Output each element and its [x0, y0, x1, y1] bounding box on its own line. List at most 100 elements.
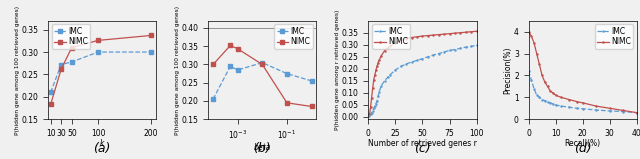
NIMC — [369, 87, 376, 89]
NIMC — [549, 92, 557, 94]
NIMC — [557, 96, 565, 98]
IMC — [47, 91, 54, 93]
Legend: IMC, NIMC: IMC, NIMC — [595, 24, 633, 49]
NIMC — [370, 79, 378, 80]
IMC — [557, 105, 565, 107]
NIMC — [386, 45, 394, 47]
IMC — [527, 79, 535, 81]
IMC — [408, 61, 415, 63]
NIMC — [543, 85, 551, 87]
IMC — [413, 59, 421, 61]
IMC — [384, 76, 392, 78]
NIMC — [378, 55, 385, 56]
IMC — [445, 50, 453, 52]
IMC — [259, 62, 266, 64]
NIMC — [147, 35, 155, 36]
IMC — [565, 106, 573, 108]
NIMC — [536, 64, 543, 66]
IMC — [368, 112, 376, 114]
NIMC — [541, 81, 548, 83]
Title: (a): (a) — [93, 142, 111, 155]
NIMC — [445, 33, 453, 35]
NIMC — [283, 102, 291, 104]
NIMC — [565, 99, 573, 100]
NIMC — [68, 47, 76, 48]
IMC — [371, 105, 379, 107]
NIMC — [579, 102, 586, 104]
IMC — [451, 48, 459, 50]
IMC — [424, 56, 432, 58]
NIMC — [525, 31, 532, 33]
NIMC — [368, 97, 376, 99]
NIMC — [58, 68, 65, 70]
NIMC — [552, 94, 559, 96]
Title: (c): (c) — [414, 142, 431, 155]
IMC — [209, 98, 217, 100]
Legend: IMC, NIMC: IMC, NIMC — [372, 24, 410, 49]
Y-axis label: P(hidden gene among r retrieved genes): P(hidden gene among r retrieved genes) — [335, 10, 340, 130]
IMC — [620, 111, 627, 113]
NIMC — [462, 31, 470, 33]
NIMC — [593, 105, 600, 107]
NIMC — [533, 53, 541, 55]
IMC — [467, 45, 475, 47]
X-axis label: Recall(%): Recall(%) — [564, 139, 601, 148]
IMC — [378, 85, 385, 86]
NIMC — [573, 101, 581, 103]
NIMC — [620, 110, 627, 111]
IMC — [456, 47, 464, 49]
Y-axis label: Precision(%): Precision(%) — [504, 46, 513, 94]
IMC — [473, 44, 481, 46]
IMC — [543, 101, 551, 103]
NIMC — [456, 32, 464, 34]
IMC — [429, 54, 437, 56]
Legend: IMC, NIMC: IMC, NIMC — [52, 24, 90, 49]
IMC — [374, 95, 382, 97]
IMC — [541, 100, 548, 102]
IMC — [536, 96, 543, 98]
NIMC — [234, 48, 241, 50]
Legend: IMC, NIMC: IMC, NIMC — [275, 24, 312, 49]
NIMC — [530, 42, 538, 44]
IMC — [308, 80, 316, 82]
IMC — [593, 109, 600, 111]
NIMC — [408, 37, 415, 38]
IMC — [147, 51, 155, 53]
IMC — [530, 88, 538, 90]
NIMC — [381, 50, 388, 52]
NIMC — [308, 106, 316, 107]
IMC — [283, 73, 291, 75]
Line: NIMC: NIMC — [527, 31, 638, 114]
Y-axis label: P(hidden gene among 100 retrieved genes): P(hidden gene among 100 retrieved genes) — [15, 5, 20, 135]
IMC — [370, 107, 378, 109]
Line: IMC: IMC — [369, 44, 477, 117]
NIMC — [374, 62, 382, 64]
Line: IMC: IMC — [49, 50, 153, 94]
NIMC — [467, 31, 475, 33]
IMC — [579, 108, 586, 110]
NIMC — [373, 65, 381, 67]
Line: NIMC: NIMC — [369, 30, 477, 115]
IMC — [633, 112, 640, 114]
IMC — [373, 100, 381, 102]
NIMC — [547, 90, 554, 92]
IMC — [234, 69, 241, 71]
NIMC — [451, 32, 459, 34]
X-axis label: k: k — [100, 139, 104, 148]
Y-axis label: P(hidden gene among 100 retrieved genes): P(hidden gene among 100 retrieved genes) — [175, 5, 180, 135]
IMC — [58, 64, 65, 66]
NIMC — [227, 45, 234, 46]
IMC — [525, 70, 532, 72]
NIMC — [435, 34, 443, 36]
IMC — [440, 51, 448, 53]
Line: NIMC: NIMC — [49, 34, 153, 106]
NIMC — [372, 69, 380, 71]
NIMC — [403, 38, 410, 40]
NIMC — [384, 47, 392, 48]
IMC — [68, 61, 76, 63]
NIMC — [424, 35, 432, 37]
IMC — [573, 107, 581, 109]
NIMC — [94, 39, 102, 41]
IMC — [367, 114, 374, 115]
IMC — [419, 58, 426, 60]
